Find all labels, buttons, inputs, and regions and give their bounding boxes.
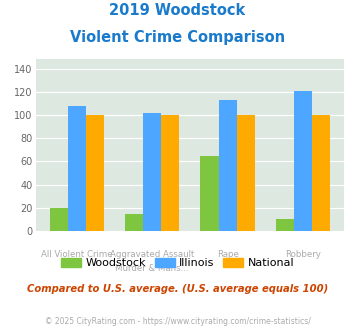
Text: Rape: Rape (217, 250, 239, 259)
Text: Violent Crime Comparison: Violent Crime Comparison (70, 30, 285, 45)
Bar (161, 115, 179, 231)
Bar (125, 214, 143, 231)
Text: Robbery: Robbery (285, 250, 321, 259)
Text: Aggravated Assault: Aggravated Assault (110, 250, 195, 259)
Bar (201, 156, 219, 231)
Bar (237, 115, 255, 231)
Text: © 2025 CityRating.com - https://www.cityrating.com/crime-statistics/: © 2025 CityRating.com - https://www.city… (45, 317, 310, 326)
Text: Murder & Mans...: Murder & Mans... (115, 264, 189, 273)
Text: Compared to U.S. average. (U.S. average equals 100): Compared to U.S. average. (U.S. average … (27, 284, 328, 294)
Text: 2019 Woodstock: 2019 Woodstock (109, 3, 246, 18)
Text: All Violent Crime: All Violent Crime (41, 250, 113, 259)
Bar (276, 219, 294, 231)
Bar (312, 115, 330, 231)
Legend: Woodstock, Illinois, National: Woodstock, Illinois, National (56, 253, 299, 272)
Bar (294, 91, 312, 231)
Bar (86, 115, 104, 231)
Bar (50, 208, 68, 231)
Bar (68, 106, 86, 231)
Bar (143, 113, 161, 231)
Bar (219, 100, 237, 231)
